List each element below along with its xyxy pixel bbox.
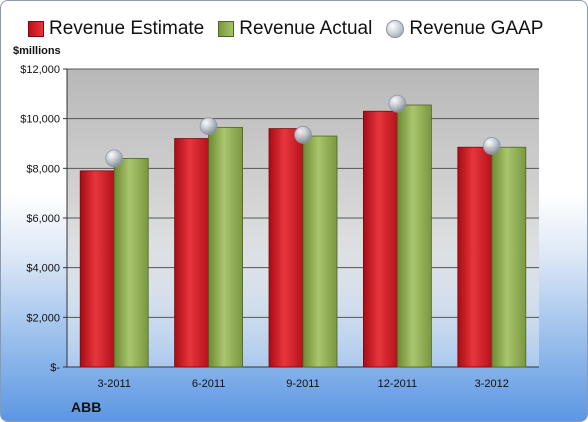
y-tick-label: $4,000 <box>26 263 60 275</box>
bar-revenue-estimate <box>174 138 210 368</box>
marker-revenue-gaap <box>105 149 124 168</box>
bar-revenue-actual <box>491 146 527 368</box>
marker-revenue-gaap <box>294 125 312 144</box>
bar-revenue-actual <box>208 126 244 368</box>
marker-revenue-gaap <box>388 94 407 113</box>
marker-revenue-gaap <box>482 137 501 155</box>
legend-label-actual: Revenue Actual <box>239 18 373 39</box>
bar-revenue-actual <box>302 135 338 368</box>
bar-revenue-actual <box>113 157 149 368</box>
y-tick-label: $10,000 <box>20 114 60 126</box>
chart-legend: Revenue Estimate Revenue Actual Revenue … <box>28 15 557 43</box>
legend-item-actual: Revenue Actual <box>218 18 372 40</box>
legend-label-gaap: Revenue GAAP <box>409 18 544 39</box>
x-tick-label: 3-2011 <box>97 378 130 390</box>
legend-swatch-estimate <box>28 21 44 37</box>
bar-revenue-estimate <box>79 170 115 368</box>
y-tick-label: $8,000 <box>26 163 60 175</box>
y-axis-unit-label: $millions <box>13 45 61 57</box>
x-tick-label: 12-2011 <box>378 378 418 390</box>
y-tick-label: $2,000 <box>26 312 60 324</box>
x-tick-label: 6-2011 <box>192 378 225 390</box>
legend-swatch-actual <box>218 21 235 37</box>
bar-revenue-actual <box>396 104 432 368</box>
legend-item-estimate: Revenue Estimate <box>28 18 204 40</box>
x-tick-label: 9-2011 <box>286 378 319 390</box>
x-tick-label: 3-2012 <box>475 378 509 390</box>
bar-revenue-estimate <box>457 146 493 368</box>
marker-revenue-gaap <box>199 117 218 136</box>
legend-item-gaap: Revenue GAAP <box>386 18 543 40</box>
legend-marker-gaap <box>386 20 405 38</box>
legend-label-estimate: Revenue Estimate <box>49 18 205 39</box>
bar-revenue-estimate <box>362 110 398 368</box>
y-tick-label: $6,000 <box>26 213 60 225</box>
company-label: ABB <box>71 399 102 415</box>
y-tick-label: $12,000 <box>20 64 60 76</box>
y-tick-label: $- <box>50 362 60 374</box>
bar-revenue-estimate <box>268 128 304 368</box>
